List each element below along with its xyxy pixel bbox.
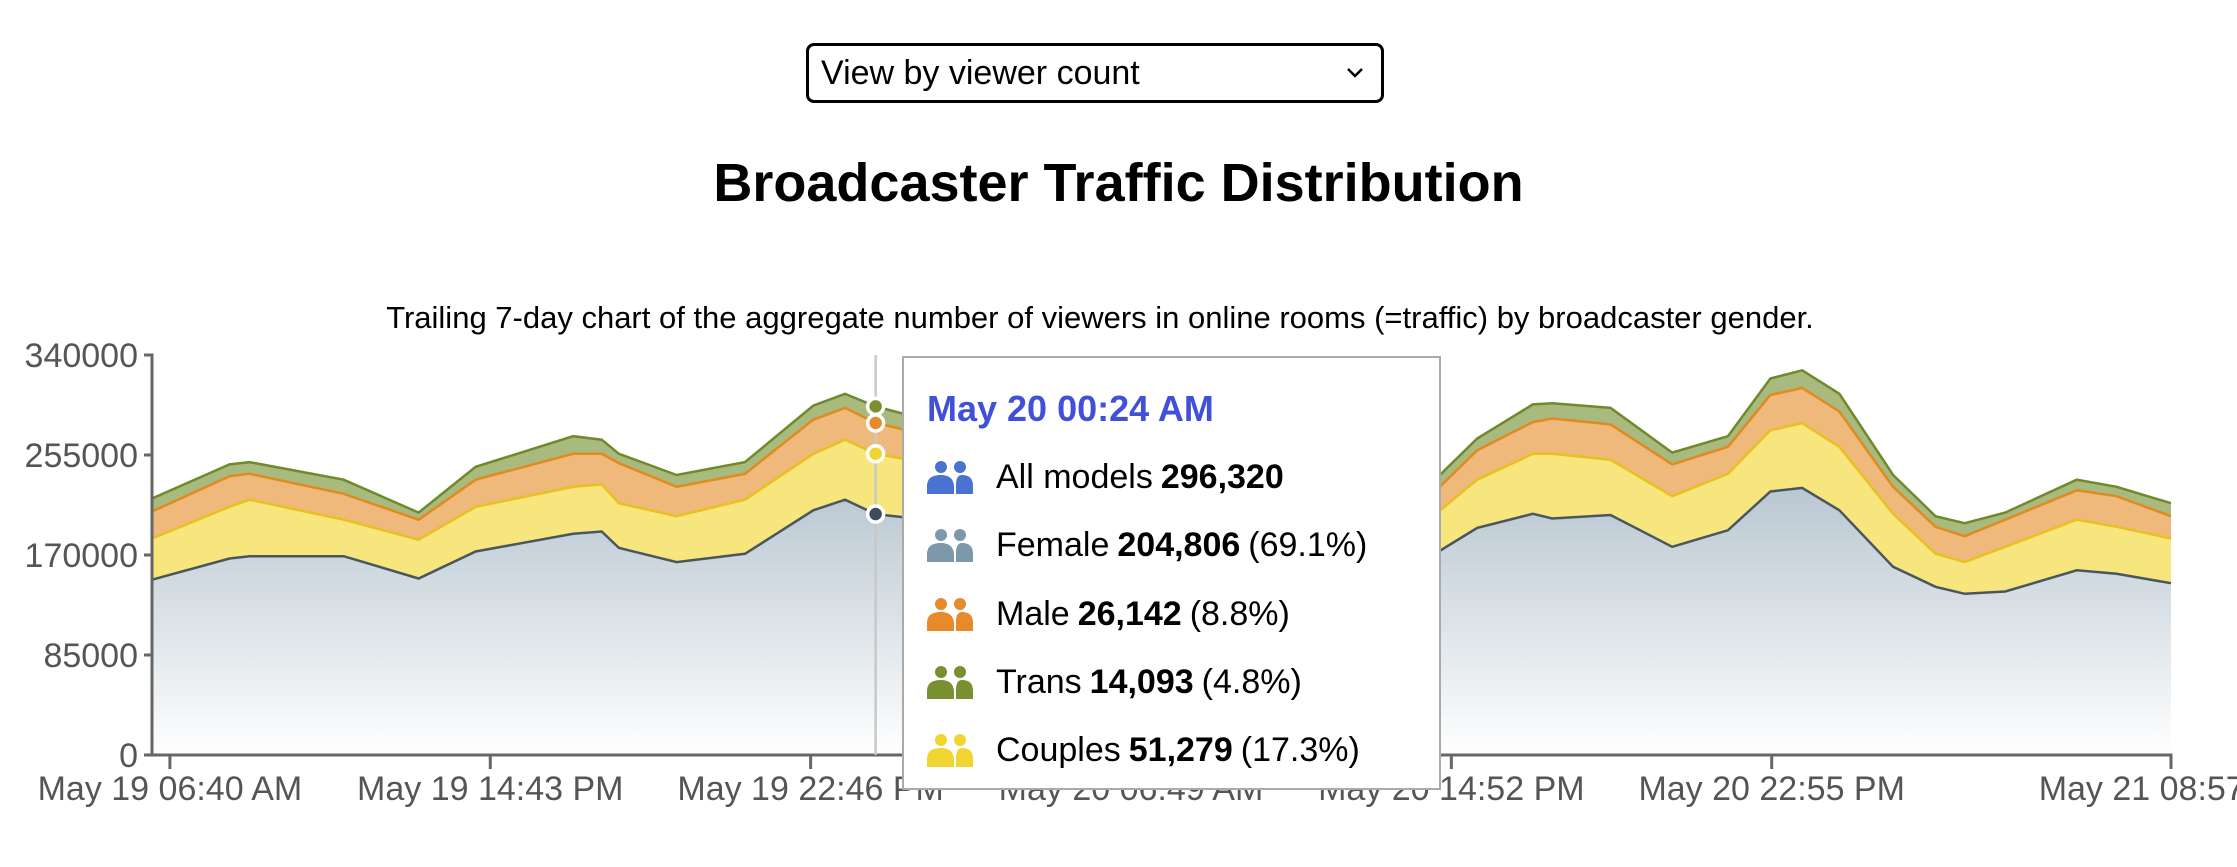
y-tick-label: 85000 — [43, 637, 138, 675]
tooltip-row-female: Female 204,806 (69.1%) — [927, 523, 1367, 567]
people-icon — [927, 529, 973, 562]
chart-title: Broadcaster Traffic Distribution — [713, 153, 1524, 213]
tooltip-row-label: Male — [996, 594, 1070, 633]
people-icon — [927, 598, 973, 631]
x-tick-label: May 21 08:57 AM — [2039, 770, 2237, 808]
people-icon — [927, 461, 973, 494]
tooltip-row-label: All models — [996, 457, 1153, 496]
tooltip-row-value: 14,093 — [1089, 662, 1194, 701]
tooltip-row-trans: Trans 14,093 (4.8%) — [927, 660, 1302, 704]
view-by-select[interactable]: View by viewer count — [806, 43, 1384, 103]
tooltip-row-label: Trans — [996, 662, 1082, 701]
chart-subtitle: Trailing 7-day chart of the aggregate nu… — [386, 300, 1814, 335]
tooltip-row-pct: (17.3%) — [1240, 730, 1360, 769]
people-icon — [927, 734, 973, 767]
view-by-select-value: View by viewer count — [821, 53, 1140, 92]
chevron-down-icon — [1347, 68, 1363, 78]
hover-marker-trans — [865, 396, 886, 417]
people-icon — [927, 666, 973, 699]
hover-marker-female — [865, 504, 886, 524]
tooltip-row-couples: Couples 51,279 (17.3%) — [927, 728, 1360, 772]
tooltip-title: May 20 00:24 AM — [927, 388, 1214, 429]
tooltip-row-pct: (8.8%) — [1189, 594, 1290, 633]
x-tick-label: May 19 14:43 PM — [357, 770, 623, 808]
tooltip-row-value: 296,320 — [1160, 457, 1284, 496]
hover-marker-couples — [865, 443, 886, 464]
tooltip-row-value: 26,142 — [1077, 594, 1182, 633]
y-tick-label: 170000 — [25, 537, 138, 575]
tooltip-row-pct: (4.8%) — [1201, 662, 1302, 701]
tooltip-row-pct: (69.1%) — [1248, 525, 1368, 564]
hover-marker-male — [865, 413, 886, 433]
tooltip-row-label: Female — [996, 525, 1110, 564]
tooltip-row-value: 51,279 — [1128, 730, 1233, 769]
x-tick-label: May 20 22:55 PM — [1638, 770, 1904, 808]
tooltip-row-all-models: All models 296,320 — [927, 455, 1292, 499]
x-tick-label: May 19 06:40 AM — [38, 770, 303, 808]
tooltip-row-male: Male 26,142 (8.8%) — [927, 592, 1290, 636]
y-tick-label: 255000 — [25, 437, 138, 475]
y-tick-label: 0 — [119, 737, 138, 775]
tooltip-row-value: 204,806 — [1117, 525, 1241, 564]
hover-tooltip: May 20 00:24 AM All models 296,320 Female… — [902, 356, 1441, 790]
x-tick-label: May 19 22:46 PM — [677, 770, 943, 808]
y-tick-label: 340000 — [25, 337, 138, 375]
tooltip-row-label: Couples — [996, 730, 1121, 769]
